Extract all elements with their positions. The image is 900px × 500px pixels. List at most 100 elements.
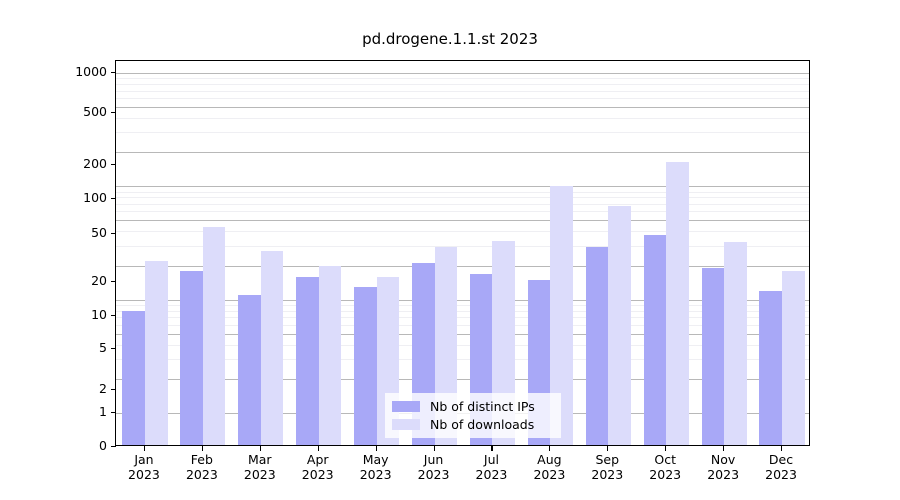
- y-axis-tick-label: 2: [99, 380, 107, 396]
- y-axis-tick-labels: 0 1 2 5 10 20 50 100 200 500 1000: [55, 0, 107, 500]
- x-axis-tick-line: Feb: [190, 452, 213, 467]
- chart-title: pd.drogene.1.1.st 2023: [362, 30, 538, 48]
- x-axis-tick-mark: [549, 446, 551, 451]
- x-axis-tick-line: 2023: [591, 467, 624, 482]
- y-axis-tick-mark: [111, 72, 116, 74]
- x-axis-tick-line: 2023: [128, 467, 160, 482]
- y-axis-tick-mark: [111, 198, 116, 200]
- legend-item-label: Nb of downloads: [430, 416, 535, 432]
- x-axis-tick-mark: [781, 446, 783, 451]
- y-axis-tick-label: 50: [91, 224, 107, 240]
- x-axis-tick-mark: [143, 446, 146, 451]
- x-axis-tick-label: Jun 2023: [418, 452, 450, 482]
- gridline-major: [116, 186, 809, 188]
- plot-area: [115, 60, 810, 446]
- y-axis-tick-mark: [111, 281, 116, 283]
- x-axis-tick-line: Apr: [306, 452, 329, 467]
- bar: [701, 268, 725, 445]
- gridline-minor: [116, 78, 809, 80]
- x-axis-tick-line: Jan: [134, 452, 154, 467]
- gridline-minor: [116, 83, 809, 85]
- gridline-minor: [116, 310, 809, 312]
- x-axis-tick-mark: [491, 446, 493, 451]
- x-axis-tick-mark: [433, 446, 435, 451]
- y-axis-tick-label: 5: [99, 339, 107, 355]
- x-axis-tick-line: May: [362, 452, 389, 467]
- gridline-minor: [116, 191, 809, 193]
- x-axis-tick-label: Apr 2023: [302, 452, 334, 482]
- bar: [585, 247, 609, 445]
- gridline-major: [116, 107, 809, 109]
- bar: [296, 276, 319, 445]
- x-axis-tick-line: 2023: [533, 467, 566, 482]
- bar: [202, 226, 226, 445]
- y-axis-tick-label: 0: [99, 437, 107, 453]
- gridline-minor: [116, 90, 809, 92]
- x-axis-tick-line: Nov: [710, 452, 736, 467]
- y-axis-tick-mark: [111, 315, 116, 317]
- x-axis-tick-label: Mar 2023: [244, 452, 276, 482]
- legend-swatch-icon: [392, 400, 420, 412]
- y-axis-tick-mark: [111, 233, 116, 235]
- x-axis-tick-line: Jun: [423, 452, 444, 467]
- x-axis-tick-line: 2023: [707, 467, 740, 482]
- bar: [550, 185, 573, 445]
- legend-item-label: Nb of distinct IPs: [430, 398, 535, 414]
- bar: [354, 286, 377, 445]
- x-axis-tick-line: Sep: [595, 452, 620, 467]
- y-axis-tick-label: 1000: [75, 63, 107, 79]
- legend-item: Nb of downloads: [392, 415, 554, 433]
- y-axis-tick-mark: [111, 446, 116, 448]
- x-axis-tick-line: Oct: [654, 452, 677, 467]
- y-axis-tick-label: 20: [91, 272, 107, 288]
- bar: [180, 270, 203, 445]
- gridline-major: [116, 299, 809, 301]
- y-axis-tick-mark: [111, 164, 116, 166]
- gridline-major: [116, 152, 809, 154]
- x-axis-tick-mark: [723, 446, 725, 451]
- bar: [724, 242, 747, 445]
- bar: [238, 294, 261, 445]
- bar: [260, 250, 284, 445]
- x-axis-tick-line: Dec: [768, 452, 794, 467]
- gridline-major: [116, 265, 809, 267]
- gridline-minor: [116, 304, 809, 306]
- gridline-minor: [116, 358, 809, 360]
- x-axis-tick-line: 2023: [185, 467, 218, 482]
- x-axis-tick-line: Jul: [483, 452, 499, 467]
- x-axis-tick-line: 2023: [359, 467, 392, 482]
- gridline-minor: [116, 317, 809, 319]
- y-axis-tick-label: 500: [83, 103, 107, 119]
- gridline-minor: [116, 231, 809, 233]
- x-axis-tick-label: Jul 2023: [476, 452, 508, 482]
- bar: [666, 161, 689, 445]
- x-axis-tick-line: 2023: [417, 467, 450, 482]
- x-axis-tick-label: Jan 2023: [128, 452, 160, 482]
- gridline-minor: [116, 324, 809, 326]
- x-axis-tick-label: Feb 2023: [186, 452, 218, 482]
- x-axis-tick-mark: [375, 446, 377, 451]
- x-axis-tick-line: Aug: [537, 452, 562, 467]
- x-axis-tick-mark: [259, 446, 261, 451]
- x-axis-tick-line: 2023: [765, 467, 797, 482]
- x-axis-tick-line: 2023: [301, 467, 334, 482]
- gridline-minor: [116, 245, 809, 247]
- y-axis-tick-mark: [111, 112, 116, 114]
- y-axis-tick-label: 200: [83, 155, 107, 171]
- x-axis-tick-line: 2023: [475, 467, 508, 482]
- y-axis-tick-label: 1: [99, 403, 107, 419]
- bar: [122, 310, 145, 445]
- chart-legend: Nb of distinct IPs Nb of downloads: [385, 393, 561, 438]
- x-axis-tick-mark: [665, 446, 667, 451]
- x-axis-tick-line: 2023: [649, 467, 682, 482]
- bar: [608, 206, 631, 445]
- gridline-major: [116, 378, 809, 380]
- x-axis-tick-label: Oct 2023: [649, 452, 681, 482]
- gridline-minor: [116, 197, 809, 199]
- bar: [144, 260, 168, 445]
- gridline-major: [116, 73, 809, 74]
- y-axis-tick-mark: [111, 389, 116, 391]
- x-axis-tick-label: May 2023: [360, 452, 392, 482]
- gridline-minor: [116, 118, 809, 120]
